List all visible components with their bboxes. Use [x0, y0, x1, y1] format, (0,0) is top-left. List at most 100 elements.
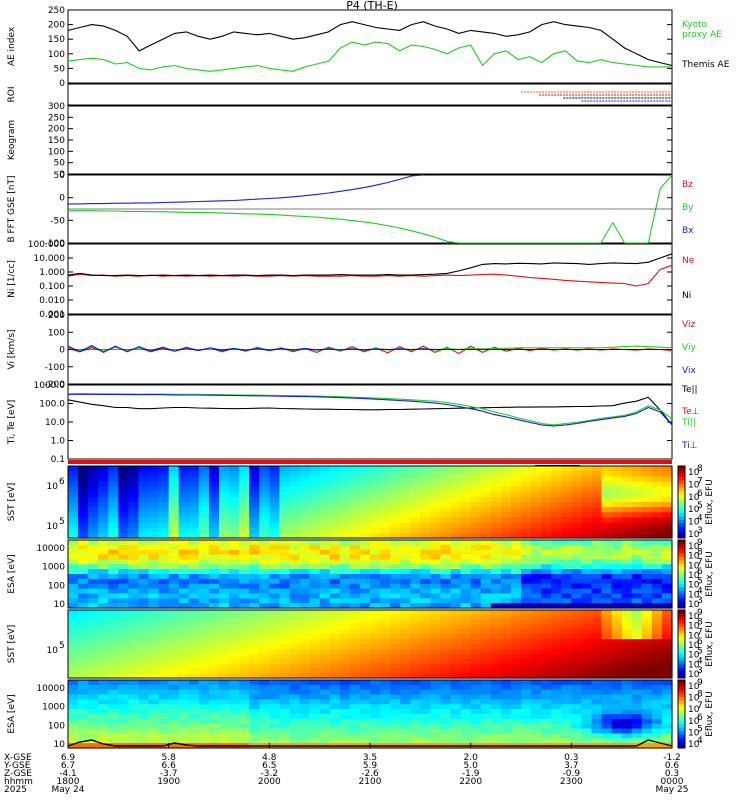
sst_e-cell	[128, 673, 140, 679]
esa_i-cell	[349, 554, 361, 561]
esa_e-cell	[581, 714, 593, 720]
sst_e-cell	[390, 619, 401, 626]
sst_e-cell	[490, 619, 502, 626]
sst_i-colorbar-band	[678, 512, 685, 517]
esa_i-cbar-tick-label: 10	[688, 571, 700, 581]
esa_i-cell	[651, 588, 663, 595]
esa_i-cell	[289, 578, 301, 585]
esa_e-cell	[158, 689, 170, 696]
esa_i-cell	[359, 564, 371, 570]
sst_e-cell	[309, 614, 321, 621]
sst_e-cell	[198, 653, 210, 660]
sst_i-cell	[410, 496, 421, 503]
esa_i-cell	[661, 559, 673, 565]
sst_e-cell	[521, 624, 532, 631]
sst_e-cell	[128, 644, 140, 650]
esa_e-cell	[259, 728, 270, 735]
sst_i-cell	[178, 496, 190, 503]
esa_i-cell	[521, 574, 532, 580]
sst_i-cell	[279, 527, 291, 534]
sst_e-cell	[359, 644, 371, 650]
esa_i-cell	[400, 578, 411, 585]
sst_i-cell	[581, 502, 593, 508]
esa_e-cell	[531, 694, 542, 701]
sst_e-cell	[148, 653, 160, 660]
sst_i-cell	[521, 527, 532, 534]
sst_i-cell	[490, 517, 502, 524]
sst_i-cell	[118, 522, 129, 529]
sst_i-cell	[219, 512, 230, 519]
esa_e-cell	[531, 723, 542, 730]
esa_i-cell	[269, 554, 280, 561]
sst_e-cell	[188, 668, 200, 674]
esa_i-spectrogram	[68, 540, 673, 609]
sst_e-cell	[480, 634, 492, 640]
sst_i-colorbar-band	[678, 484, 685, 489]
sst_i-cell	[68, 522, 79, 529]
esa_e-cell	[370, 738, 381, 744]
esa_i-cell	[148, 583, 160, 590]
esa_i-cell	[541, 569, 552, 575]
esa_i-cell	[641, 583, 653, 590]
sst_i-cell	[219, 527, 230, 534]
sst_e-cell	[349, 610, 361, 616]
sst_e-cell	[551, 629, 562, 635]
esa_e-cell	[198, 694, 210, 701]
esa_i-cell	[128, 583, 140, 590]
sst_e-cell	[390, 610, 401, 616]
sst_i-cell	[410, 502, 421, 508]
esa_e-cell	[510, 684, 522, 691]
sst_i-cell	[289, 512, 301, 519]
sst_i-cell	[490, 496, 502, 503]
sst_e-cell	[591, 614, 603, 621]
sst_i-cell	[319, 532, 331, 539]
sst_i-cell	[510, 517, 522, 524]
esa_i-cell	[138, 603, 150, 609]
esa_e-cell	[460, 733, 472, 739]
sst_e-cell	[239, 629, 250, 635]
sst_e-cell	[239, 648, 250, 655]
esa_i-cell	[279, 549, 291, 556]
sst_e-cell	[641, 619, 653, 626]
sst_e-cell	[259, 648, 270, 655]
sst_i-cell	[108, 496, 119, 503]
sst_e-cell	[98, 639, 109, 645]
sst_i-cell	[198, 502, 210, 508]
esa_e-cell	[380, 723, 391, 730]
esa_e-cell	[188, 694, 200, 701]
esa_i-cell	[198, 569, 210, 575]
sst_i-cell	[651, 496, 663, 503]
sst_i-cell	[370, 471, 381, 477]
esa_i-cell	[370, 593, 381, 599]
sst_e-cell	[148, 610, 160, 616]
sst_i-cell	[219, 486, 230, 493]
esa_e-cell	[239, 689, 250, 696]
esa_i-cell	[108, 569, 119, 575]
esa_e-cell	[410, 733, 421, 739]
sst_e-cell	[571, 673, 582, 679]
esa_i-cbar-tick-label: 10	[688, 590, 700, 600]
sst_e-cell	[661, 614, 673, 621]
sst_e-cell	[450, 624, 462, 631]
esa_e-cell	[108, 718, 119, 725]
sst_i-cell	[128, 466, 140, 472]
esa_i-cell	[460, 583, 472, 590]
sst_e-cell	[118, 629, 129, 635]
sst_i-cell	[148, 491, 160, 498]
esa_i-cell	[450, 603, 462, 609]
esa_i-cell	[621, 554, 633, 561]
esa_i-cell	[531, 574, 542, 580]
sst_e-cell	[339, 653, 351, 660]
esa_i-cell	[339, 564, 351, 570]
esa_e-cell	[430, 699, 442, 705]
esa_e-cell	[229, 684, 240, 691]
esa_e-cell	[289, 704, 301, 710]
sst_e-cell	[208, 629, 220, 635]
esa_e-cell	[661, 714, 673, 720]
esa_i-cell	[88, 554, 99, 561]
sst_e-cell	[380, 663, 391, 669]
sst_e-cell	[299, 648, 311, 655]
sst_i-cell	[591, 507, 603, 513]
esa_i-cell	[118, 564, 129, 570]
